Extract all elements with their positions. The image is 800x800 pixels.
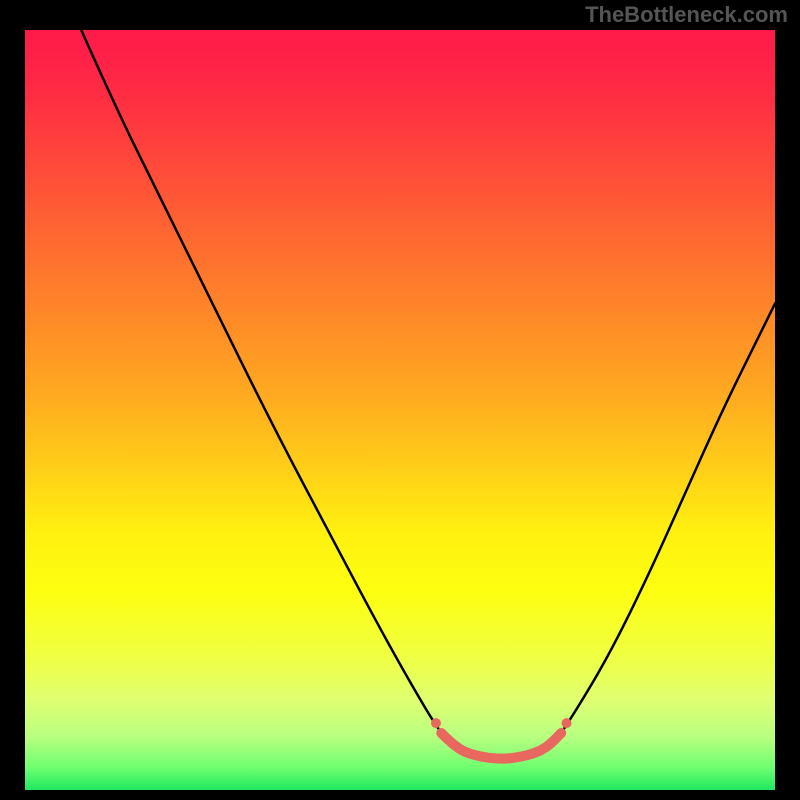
- curve-left-branch: [81, 30, 441, 733]
- watermark-text: TheBottleneck.com: [585, 2, 788, 28]
- flat-endcap-right: [562, 718, 572, 728]
- chart-container: TheBottleneck.com: [0, 0, 800, 800]
- flat-bottom-segment: [441, 733, 561, 759]
- curve-overlay: [25, 30, 775, 790]
- flat-endcap-left: [431, 718, 441, 728]
- curve-right-branch: [561, 304, 775, 733]
- plot-area: [25, 30, 775, 790]
